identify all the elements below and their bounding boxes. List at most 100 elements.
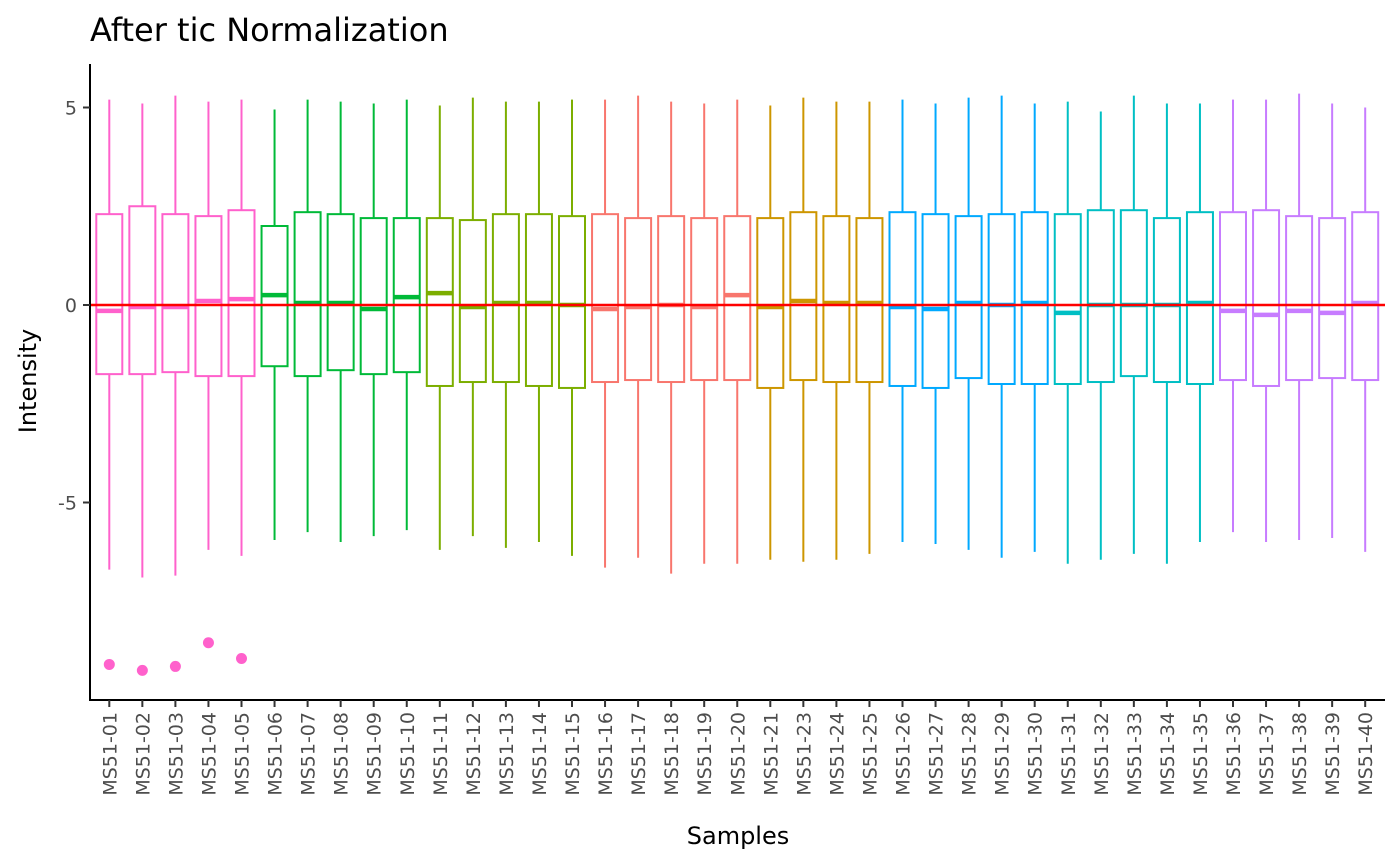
box-MS51-07 bbox=[293, 99, 322, 533]
box-iqr bbox=[491, 213, 520, 384]
box-iqr bbox=[1252, 209, 1281, 387]
box-MS51-30 bbox=[1020, 103, 1049, 552]
box-MS51-26 bbox=[888, 99, 917, 542]
box-MS51-01 bbox=[95, 99, 124, 670]
box-iqr bbox=[458, 219, 487, 384]
box-iqr bbox=[822, 215, 851, 384]
x-tick-label: MS51-02 bbox=[132, 712, 154, 796]
x-tick-label: MS51-27 bbox=[926, 712, 948, 796]
box-MS51-32 bbox=[1086, 111, 1115, 560]
box-iqr bbox=[194, 215, 223, 378]
box-MS51-24 bbox=[822, 101, 851, 560]
box-iqr bbox=[1318, 217, 1347, 380]
box-iqr bbox=[756, 217, 785, 389]
box-MS51-38 bbox=[1285, 93, 1314, 541]
y-axis-ticks: -5 0 5 bbox=[58, 98, 90, 515]
box-iqr bbox=[1185, 211, 1214, 385]
x-tick-label: MS51-20 bbox=[727, 712, 749, 796]
box-iqr bbox=[293, 211, 322, 378]
x-tick-label: MS51-24 bbox=[826, 712, 848, 796]
box-MS51-18 bbox=[657, 101, 686, 574]
outlier-point bbox=[169, 660, 181, 672]
x-tick-label: MS51-09 bbox=[364, 712, 386, 796]
x-axis-title: Samples bbox=[687, 822, 790, 850]
x-tick-label: MS51-03 bbox=[165, 712, 187, 796]
box-MS51-20 bbox=[723, 99, 752, 564]
box-MS51-29 bbox=[987, 95, 1016, 558]
box-iqr bbox=[95, 213, 124, 376]
box-MS51-25 bbox=[855, 101, 884, 554]
x-tick-label: MS51-07 bbox=[298, 712, 320, 796]
x-tick-label: MS51-12 bbox=[463, 712, 485, 796]
x-tick-label: MS51-01 bbox=[99, 712, 121, 796]
box-MS51-40 bbox=[1351, 107, 1380, 552]
x-tick-label: MS51-29 bbox=[992, 712, 1014, 796]
x-tick-label: MS51-35 bbox=[1190, 712, 1212, 796]
x-tick-label: MS51-40 bbox=[1355, 712, 1377, 796]
box-iqr bbox=[624, 217, 653, 382]
x-tick-label: MS51-05 bbox=[232, 712, 254, 796]
x-tick-label: MS51-39 bbox=[1322, 712, 1344, 796]
box-iqr bbox=[1152, 217, 1181, 384]
x-tick-label: MS51-14 bbox=[529, 712, 551, 796]
box-iqr bbox=[326, 213, 355, 372]
x-tick-label: MS51-18 bbox=[661, 712, 683, 796]
box-MS51-33 bbox=[1119, 95, 1148, 554]
box-iqr bbox=[1351, 211, 1380, 382]
x-tick-label: MS51-21 bbox=[760, 712, 782, 796]
x-tick-label: MS51-19 bbox=[694, 712, 716, 796]
box-MS51-12 bbox=[458, 97, 487, 537]
outlier-point bbox=[136, 664, 148, 676]
x-tick-label: MS51-34 bbox=[1157, 712, 1179, 796]
x-tick-label: MS51-25 bbox=[859, 712, 881, 796]
box-iqr bbox=[657, 215, 686, 384]
plot-area bbox=[90, 93, 1385, 676]
box-iqr bbox=[558, 215, 586, 389]
box-MS51-34 bbox=[1152, 103, 1181, 564]
outlier-point bbox=[202, 637, 214, 649]
box-MS51-23 bbox=[789, 97, 818, 562]
box-MS51-15 bbox=[558, 99, 586, 556]
x-tick-label: MS51-26 bbox=[893, 712, 915, 796]
x-tick-label: MS51-04 bbox=[198, 712, 220, 796]
box-MS51-14 bbox=[524, 101, 553, 542]
x-tick-label: MS51-16 bbox=[595, 712, 617, 796]
box-MS51-16 bbox=[591, 99, 620, 568]
box-iqr bbox=[1219, 211, 1247, 382]
outlier-point bbox=[103, 658, 115, 670]
box-MS51-31 bbox=[1053, 101, 1082, 564]
x-tick-label: MS51-38 bbox=[1289, 712, 1311, 796]
box-MS51-13 bbox=[491, 101, 520, 548]
box-iqr bbox=[1119, 209, 1148, 378]
y-tick-label: 0 bbox=[65, 295, 77, 317]
box-MS51-27 bbox=[921, 103, 950, 544]
box-iqr bbox=[954, 215, 983, 380]
box-MS51-39 bbox=[1318, 103, 1347, 539]
x-tick-label: MS51-11 bbox=[430, 712, 452, 796]
x-tick-label: MS51-10 bbox=[397, 712, 419, 796]
y-tick-label: 5 bbox=[65, 98, 77, 120]
box-MS51-08 bbox=[326, 101, 355, 542]
box-MS51-06 bbox=[260, 109, 289, 541]
x-tick-label: MS51-36 bbox=[1223, 712, 1245, 796]
x-tick-label: MS51-23 bbox=[793, 712, 815, 796]
x-tick-label: MS51-31 bbox=[1058, 712, 1080, 796]
box-iqr bbox=[359, 217, 388, 376]
outlier-point bbox=[236, 653, 247, 665]
box-MS51-02 bbox=[128, 103, 157, 676]
box-MS51-05 bbox=[227, 99, 256, 665]
box-iqr bbox=[1053, 213, 1082, 385]
box-iqr bbox=[425, 217, 454, 387]
x-tick-label: MS51-17 bbox=[628, 712, 650, 796]
box-MS51-36 bbox=[1219, 99, 1247, 533]
chart-title: After tic Normalization bbox=[90, 11, 449, 49]
box-iqr bbox=[161, 213, 190, 374]
box-iqr bbox=[591, 213, 620, 384]
box-MS51-19 bbox=[690, 103, 719, 564]
x-tick-label: MS51-15 bbox=[562, 712, 584, 796]
box-iqr bbox=[128, 205, 157, 376]
box-iqr bbox=[227, 209, 256, 378]
x-tick-label: MS51-08 bbox=[331, 712, 353, 796]
box-MS51-03 bbox=[161, 95, 190, 672]
